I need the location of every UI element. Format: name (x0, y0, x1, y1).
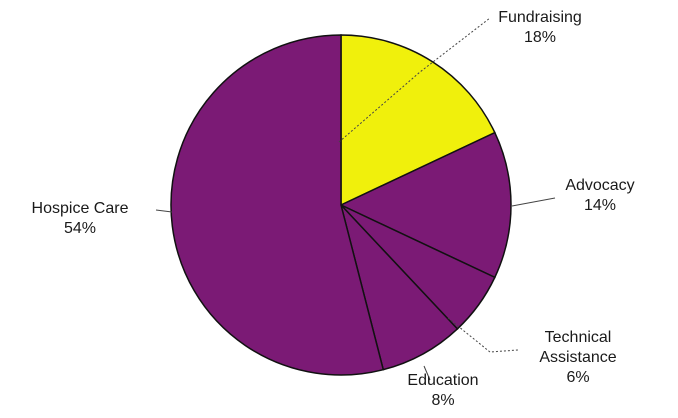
slice-label-education: Education 8% (407, 372, 478, 409)
leader-line-technical-assistance (447, 317, 519, 353)
pie-slices (170, 34, 512, 376)
leader-line-hospice-care (155, 209, 173, 213)
slice-name-label: Hospice Care (32, 200, 129, 217)
slice-labels: Fundraising 18% Advocacy 14% Technical Assist… (32, 9, 635, 409)
leader-lines (155, 17, 556, 381)
slice-name-label: Fundraising (498, 9, 582, 26)
slice-value-label: 14% (584, 197, 616, 214)
pie-slice-fundraising (340, 34, 496, 207)
slice-label-advocacy: Advocacy 14% (565, 177, 634, 214)
pie-slice-advocacy (339, 131, 512, 279)
slice-value-label: 8% (431, 392, 454, 409)
slice-value-label: 6% (566, 369, 589, 386)
leader-line-education (423, 365, 431, 381)
slice-name-label: Technical (545, 329, 612, 346)
pie-slice-hospice-care (170, 34, 385, 376)
slice-label-fundraising: Fundraising 18% (498, 9, 582, 46)
slice-value-label: 54% (64, 220, 96, 237)
slice-name-label: Advocacy (565, 177, 634, 194)
leader-line-fundraising (338, 17, 491, 143)
slice-name-label: Education (407, 372, 478, 389)
leader-line-advocacy (511, 197, 556, 207)
slice-value-label: 18% (524, 29, 556, 46)
slice-name-label: Assistance (539, 349, 616, 366)
slice-label-technical-assistance: Technical Assistance 6% (539, 329, 616, 386)
slice-label-hospice-care: Hospice Care 54% (32, 200, 129, 237)
